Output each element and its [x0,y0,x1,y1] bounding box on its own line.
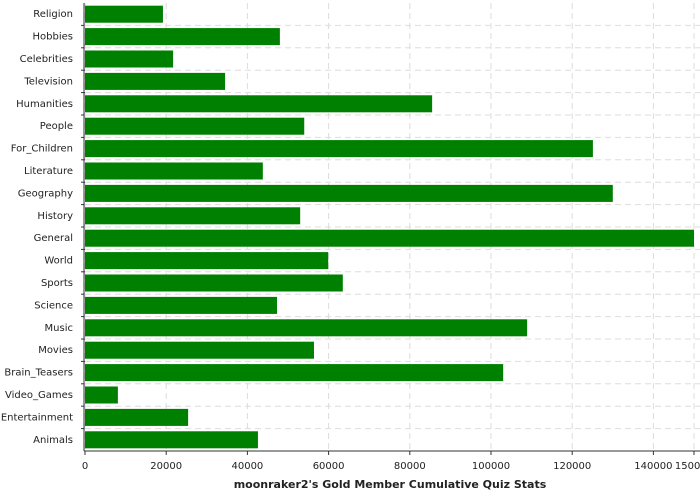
bar [85,5,163,23]
x-tick-label: 120000 [553,461,591,472]
bar [85,50,174,68]
bar [85,28,280,46]
bar [85,140,593,158]
bar [85,408,189,426]
y-tick-label: World [44,256,73,267]
y-tick-label: General [34,233,73,244]
x-tick-label: 80000 [394,461,426,472]
y-tick-label: Brain_Teasers [4,368,73,379]
y-tick-label: For_Children [11,144,73,155]
y-tick-label: Sports [41,278,73,289]
y-tick-label: Music [45,323,73,334]
x-tick-label: 60000 [313,461,345,472]
y-tick-label: Science [34,300,73,311]
bar [85,431,258,449]
y-tick-label: Literature [24,166,73,177]
chart-title: moonraker2's Gold Member Cumulative Quiz… [234,478,547,491]
bar [85,184,613,202]
bar [85,207,301,225]
bar [85,274,343,292]
bar [85,117,305,135]
x-tick-label: 0 [82,461,88,472]
x-tick-label: 40000 [231,461,263,472]
x-tick-label: 150000 [675,461,700,472]
x-tick-label: 100000 [472,461,510,472]
y-tick-label: People [40,121,73,132]
x-tick-label: 140000 [634,461,672,472]
bar [85,296,278,314]
y-tick-label: Television [23,76,73,87]
y-tick-label: History [37,211,73,222]
y-tick-label: Entertainment [1,412,73,423]
y-tick-label: Hobbies [33,32,73,43]
bar [85,229,694,247]
y-tick-label: Geography [18,188,73,199]
y-tick-label: Video_Games [5,390,73,401]
bar [85,95,433,113]
bar [85,386,118,404]
bar [85,72,226,90]
y-tick-label: Religion [33,9,73,20]
bar [85,319,528,337]
bar [85,252,329,270]
bar [85,162,263,180]
y-tick-label: Humanities [16,99,73,110]
y-tick-label: Celebrities [20,54,73,65]
bar [85,364,504,382]
y-tick-label: Animals [33,435,73,446]
y-tick-label: Movies [38,345,73,356]
bar [85,341,314,359]
x-tick-label: 20000 [150,461,182,472]
